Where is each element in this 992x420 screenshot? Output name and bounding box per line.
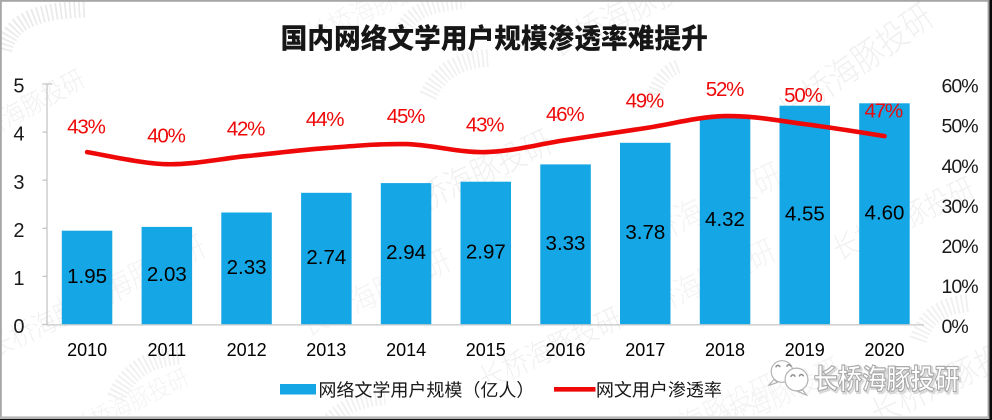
svg-text:3: 3: [13, 172, 24, 194]
svg-text:50%: 50%: [942, 116, 979, 138]
svg-text:2.33: 2.33: [227, 256, 267, 279]
svg-text:2013: 2013: [306, 340, 346, 360]
svg-text:46%: 46%: [546, 103, 584, 126]
svg-text:2: 2: [13, 220, 24, 242]
svg-text:1: 1: [13, 268, 24, 290]
svg-text:0%: 0%: [942, 316, 969, 338]
svg-text:45%: 45%: [387, 105, 425, 128]
svg-text:2010: 2010: [67, 340, 107, 360]
svg-text:30%: 30%: [942, 196, 979, 218]
svg-text:2012: 2012: [227, 340, 267, 360]
svg-text:2014: 2014: [386, 340, 426, 360]
svg-text:49%: 49%: [626, 90, 664, 113]
svg-text:4.55: 4.55: [785, 203, 825, 226]
svg-text:2.94: 2.94: [386, 241, 426, 264]
svg-text:44%: 44%: [306, 108, 344, 131]
svg-text:2.74: 2.74: [306, 246, 346, 269]
svg-text:40%: 40%: [942, 156, 979, 178]
svg-text:2016: 2016: [545, 340, 585, 360]
svg-text:4: 4: [13, 124, 24, 146]
svg-text:5: 5: [13, 76, 24, 98]
svg-text:2020: 2020: [864, 340, 904, 360]
svg-text:60%: 60%: [942, 76, 979, 98]
svg-text:3.33: 3.33: [546, 232, 586, 255]
svg-text:2015: 2015: [466, 340, 506, 360]
svg-text:47%: 47%: [864, 99, 902, 122]
svg-text:2.97: 2.97: [466, 241, 506, 264]
svg-text:2019: 2019: [785, 340, 825, 360]
svg-text:2.03: 2.03: [147, 263, 187, 286]
svg-text:43%: 43%: [67, 115, 105, 138]
svg-text:4.32: 4.32: [705, 208, 745, 231]
svg-text:52%: 52%: [706, 78, 744, 101]
svg-text:4.60: 4.60: [865, 201, 905, 224]
svg-text:40%: 40%: [147, 125, 185, 148]
svg-text:50%: 50%: [784, 84, 822, 107]
svg-text:1.95: 1.95: [67, 265, 107, 288]
svg-text:2017: 2017: [625, 340, 665, 360]
svg-text:2018: 2018: [705, 340, 745, 360]
svg-text:10%: 10%: [942, 276, 979, 298]
svg-text:0: 0: [13, 316, 24, 338]
svg-text:43%: 43%: [466, 114, 504, 137]
svg-text:2011: 2011: [147, 340, 186, 360]
svg-text:20%: 20%: [942, 236, 979, 258]
svg-text:42%: 42%: [227, 117, 265, 140]
svg-text:3.78: 3.78: [625, 221, 665, 244]
